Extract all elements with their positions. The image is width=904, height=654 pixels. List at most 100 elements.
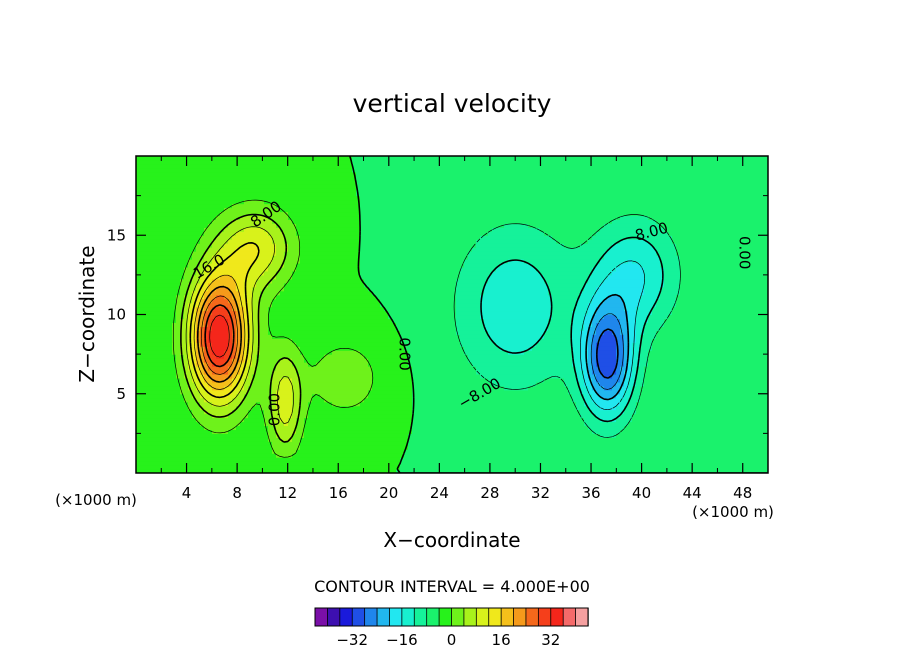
contour-cell bbox=[328, 425, 333, 431]
contour-cell bbox=[276, 156, 281, 161]
contour-cell bbox=[244, 183, 249, 189]
contour-cell bbox=[296, 334, 301, 339]
contour-cell bbox=[180, 278, 185, 284]
contour-cell bbox=[220, 366, 225, 371]
contour-cell bbox=[220, 270, 225, 276]
contour-cell bbox=[304, 231, 309, 236]
contour-cell bbox=[152, 334, 157, 339]
contour-cell bbox=[152, 314, 157, 320]
contour-cell bbox=[288, 445, 293, 450]
contour-cell bbox=[360, 425, 365, 431]
contour-cell bbox=[172, 262, 177, 268]
contour-cell bbox=[204, 278, 209, 284]
contour-cell bbox=[252, 266, 257, 272]
contour-cell bbox=[368, 207, 373, 213]
contour-cell bbox=[344, 409, 349, 415]
contour-cell bbox=[288, 171, 293, 177]
contour-cell bbox=[312, 401, 317, 407]
contour-cell bbox=[340, 362, 345, 367]
contour-cell bbox=[180, 163, 185, 169]
contour-cell bbox=[168, 278, 173, 284]
contour-cell bbox=[324, 171, 329, 177]
contour-cell bbox=[264, 358, 269, 363]
contour-cell bbox=[284, 417, 289, 423]
contour-cell bbox=[196, 183, 201, 189]
contour-cell bbox=[256, 405, 261, 411]
contour-cell bbox=[256, 421, 261, 427]
contour-cell bbox=[264, 433, 269, 438]
contour-cell bbox=[360, 167, 365, 173]
contour-cell bbox=[288, 330, 293, 335]
contour-cell bbox=[284, 334, 289, 339]
contour-cell bbox=[168, 211, 173, 217]
contour-cell bbox=[324, 243, 329, 248]
contour-cell bbox=[324, 318, 329, 324]
contour-cell bbox=[140, 342, 145, 347]
contour-cell bbox=[204, 199, 209, 205]
contour-cell bbox=[364, 171, 369, 177]
contour-cell bbox=[264, 318, 269, 324]
contour-cell bbox=[300, 389, 305, 395]
contour-cell bbox=[344, 262, 349, 268]
contour-cell bbox=[180, 405, 185, 411]
contour-cell bbox=[300, 326, 305, 331]
contour-cell bbox=[160, 294, 165, 300]
contour-cell bbox=[304, 334, 309, 339]
contour-cell bbox=[256, 199, 261, 205]
contour-cell bbox=[196, 393, 201, 399]
contour-cell bbox=[208, 211, 213, 217]
contour-cell bbox=[316, 290, 321, 296]
contour-cell bbox=[164, 330, 169, 335]
contour-cell bbox=[356, 425, 361, 431]
contour-cell bbox=[300, 346, 305, 351]
contour-cell bbox=[188, 199, 193, 205]
contour-cell bbox=[260, 183, 265, 189]
contour-cell bbox=[296, 219, 301, 224]
contour-cell bbox=[340, 195, 345, 201]
contour-cell bbox=[232, 290, 237, 296]
contour-cell bbox=[196, 306, 201, 312]
contour-cell bbox=[324, 334, 329, 339]
contour-cell bbox=[328, 278, 333, 284]
contour-cell bbox=[160, 286, 165, 292]
contour-cell bbox=[352, 461, 357, 466]
contour-cell bbox=[292, 247, 297, 252]
contour-cell bbox=[324, 469, 329, 473]
contour-cell bbox=[252, 338, 257, 343]
contour-cell bbox=[296, 318, 301, 324]
contour-cell bbox=[356, 310, 361, 316]
contour-cell bbox=[328, 223, 333, 228]
contour-cell bbox=[196, 179, 201, 185]
contour-cell bbox=[140, 401, 145, 407]
contour-cell bbox=[164, 381, 169, 387]
contour-cell bbox=[312, 461, 317, 466]
contour-cell bbox=[288, 219, 293, 224]
contour-cell bbox=[164, 401, 169, 407]
contour-cell bbox=[264, 381, 269, 387]
contour-cell bbox=[344, 453, 349, 458]
contour-cell bbox=[152, 227, 157, 232]
contour-cell bbox=[264, 294, 269, 300]
contour-cell bbox=[140, 346, 145, 351]
contour-cell bbox=[368, 167, 373, 173]
contour-cell bbox=[220, 409, 225, 415]
contour-cell bbox=[224, 167, 229, 173]
contour-cell bbox=[208, 373, 213, 379]
contour-cell bbox=[232, 235, 237, 240]
contour-cell bbox=[288, 369, 293, 375]
contour-cell bbox=[296, 211, 301, 217]
contour-cell bbox=[336, 457, 341, 462]
contour-cell bbox=[172, 433, 177, 438]
contour-cell bbox=[188, 231, 193, 236]
contour-cell bbox=[288, 179, 293, 185]
contour-cell bbox=[152, 215, 157, 220]
contour-cell bbox=[312, 326, 317, 331]
contour-cell bbox=[136, 362, 141, 367]
contour-cell bbox=[156, 369, 161, 375]
contour-cell bbox=[308, 282, 313, 288]
contour-cell bbox=[316, 195, 321, 201]
contour-cell bbox=[320, 239, 325, 244]
contour-cell bbox=[360, 156, 365, 161]
contour-cell bbox=[276, 381, 281, 387]
contour-cell bbox=[224, 298, 229, 304]
